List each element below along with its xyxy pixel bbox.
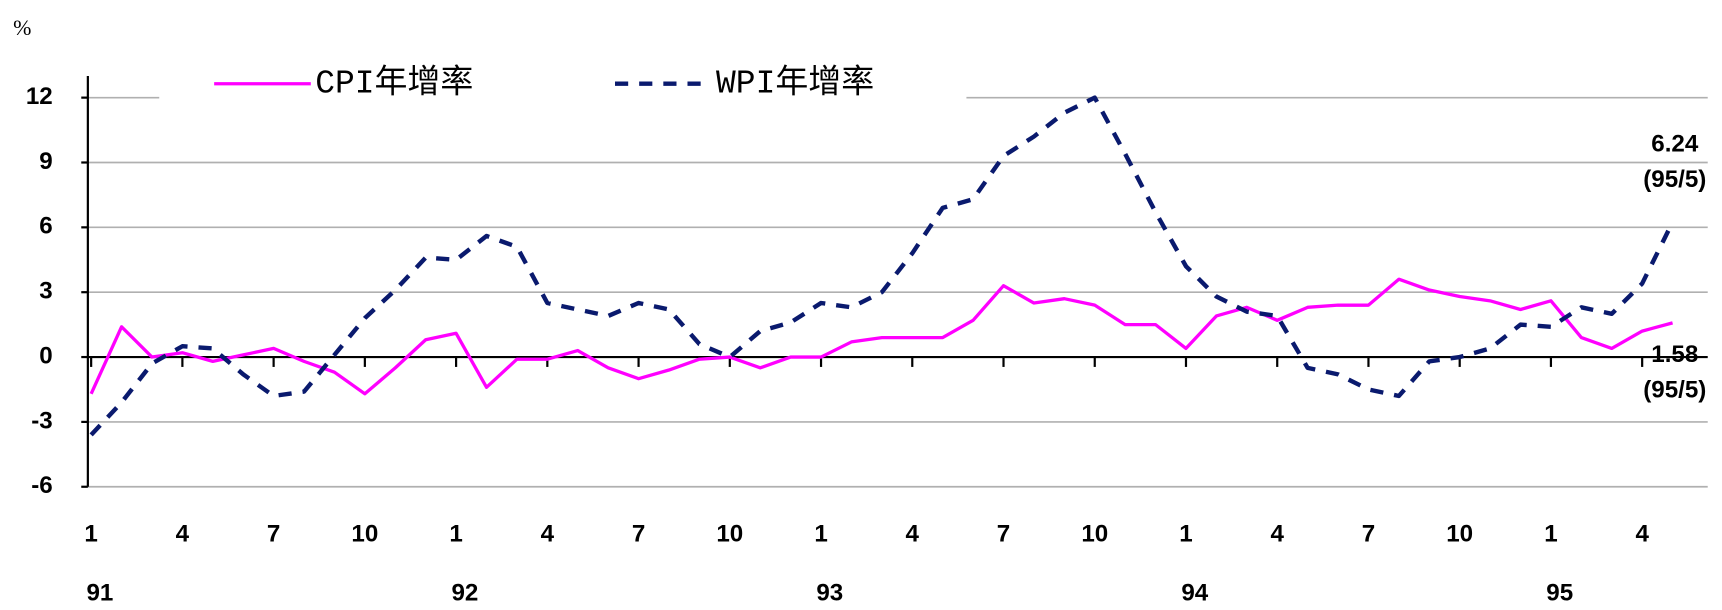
year-label: 91 — [87, 580, 114, 607]
y-tick-label: 3 — [39, 278, 52, 305]
legend-label: CPI年增率 — [315, 63, 473, 102]
y-axis-unit: % — [13, 15, 31, 40]
x-tick-label: 4 — [541, 520, 555, 547]
x-tick-label: 4 — [1271, 520, 1285, 547]
series-line — [89, 277, 1674, 396]
x-tick-label: 10 — [1081, 520, 1108, 547]
x-tick-label: 4 — [906, 520, 920, 547]
year-label: 94 — [1181, 580, 1208, 607]
year-label: 93 — [816, 580, 843, 607]
data-label: 6.24 — [1651, 131, 1699, 158]
x-tick-label: 10 — [1446, 520, 1473, 547]
x-tick-label: 7 — [997, 520, 1010, 547]
x-tick-label: 7 — [632, 520, 645, 547]
x-tick-label: 1 — [449, 520, 462, 547]
data-note: (95/5) — [1643, 376, 1706, 403]
y-tick-label: 12 — [26, 83, 53, 110]
y-tick-label: -6 — [31, 472, 52, 499]
x-tick-label: 10 — [351, 520, 378, 547]
x-tick-label: 1 — [814, 520, 827, 547]
y-tick-label: -3 — [31, 407, 52, 434]
y-tick-label: 6 — [39, 213, 52, 240]
x-tick-label: 7 — [267, 520, 280, 547]
data-label: 1.58 — [1651, 341, 1698, 368]
year-label: 95 — [1546, 580, 1573, 607]
legend-box — [159, 60, 967, 114]
legend-label: WPI年增率 — [716, 63, 874, 102]
y-tick-label: 0 — [39, 342, 52, 369]
y-tick-label: 9 — [39, 148, 52, 175]
x-tick-label: 1 — [1544, 520, 1557, 547]
x-tick-label: 10 — [716, 520, 743, 547]
x-tick-label: 1 — [1179, 520, 1192, 547]
x-tick-label: 7 — [1362, 520, 1375, 547]
x-tick-label: 4 — [1635, 520, 1649, 547]
x-tick-label: 4 — [176, 520, 190, 547]
data-note: (95/5) — [1643, 166, 1706, 193]
x-tick-label: 1 — [84, 520, 97, 547]
series-line — [89, 95, 1675, 437]
year-label: 92 — [451, 580, 478, 607]
